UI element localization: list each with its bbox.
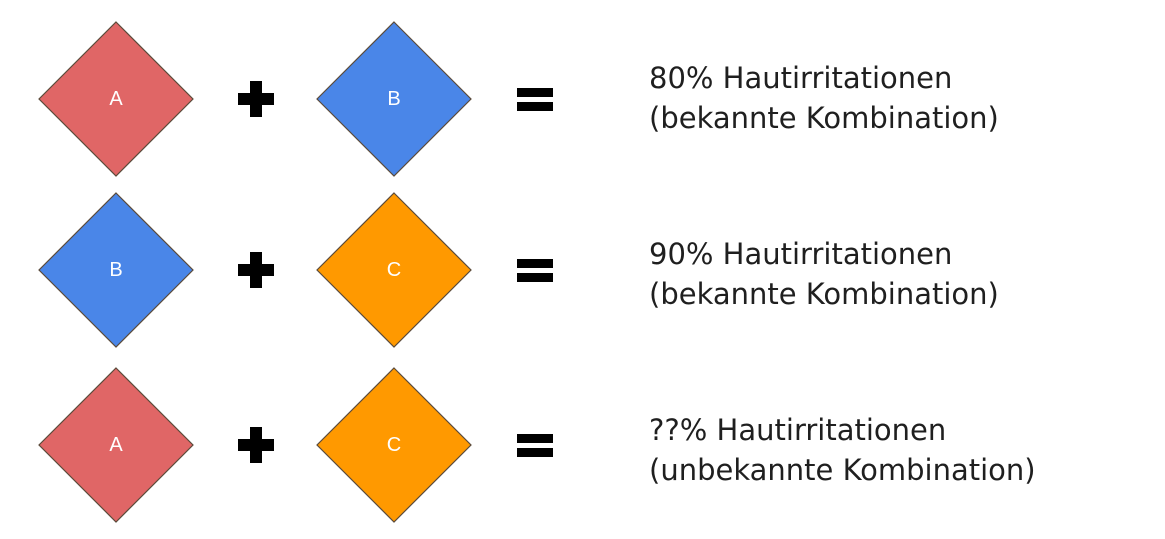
diamond-shape — [38, 21, 194, 177]
result-line-2: (bekannte Kombination) — [649, 101, 999, 135]
row-2: B C 90% Hautirritationen (bekannte Kombi… — [38, 192, 999, 348]
plus-icon — [238, 252, 274, 288]
row-3: A C ??% Hautirritationen (unbekannte Kom… — [38, 367, 1036, 523]
equals-icon — [517, 259, 553, 282]
right-diamond: C — [316, 367, 472, 523]
row-1: A B 80% Hautirritationen (bekannte Kombi… — [38, 21, 999, 177]
plus-icon — [238, 81, 274, 117]
diamond-label: B — [387, 88, 400, 110]
diamond-shape — [316, 192, 472, 348]
diamond-shape — [316, 367, 472, 523]
equals-icon — [517, 434, 553, 457]
diamond-label: C — [387, 434, 401, 456]
diamond-label: A — [109, 434, 123, 456]
diamond-label: C — [387, 259, 401, 281]
result-line-1: 90% Hautirritationen — [649, 237, 952, 271]
right-diamond: C — [316, 192, 472, 348]
result-line-1: ??% Hautirritationen — [649, 413, 946, 447]
left-diamond: A — [38, 367, 194, 523]
result-line-2: (bekannte Kombination) — [649, 277, 999, 311]
diamond-label: A — [109, 88, 123, 110]
left-diamond: B — [38, 192, 194, 348]
diamond-shape — [316, 21, 472, 177]
diamond-label: B — [109, 259, 122, 281]
plus-icon — [238, 427, 274, 463]
diamond-shape — [38, 192, 194, 348]
right-diamond: B — [316, 21, 472, 177]
result-line-1: 80% Hautirritationen — [649, 61, 952, 95]
result-line-2: (unbekannte Kombination) — [649, 453, 1036, 487]
left-diamond: A — [38, 21, 194, 177]
equals-icon — [517, 88, 553, 111]
diamond-shape — [38, 367, 194, 523]
